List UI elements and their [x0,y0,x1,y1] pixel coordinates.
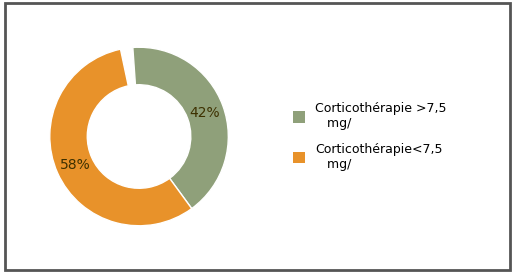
Text: 42%: 42% [189,106,220,120]
Text: 58%: 58% [60,158,91,172]
Wedge shape [50,49,192,226]
Wedge shape [133,47,228,209]
Legend: Corticothérapie >7,5
   mg/, Corticothérapie<7,5
   mg/: Corticothérapie >7,5 mg/, Corticothérapi… [293,102,447,171]
